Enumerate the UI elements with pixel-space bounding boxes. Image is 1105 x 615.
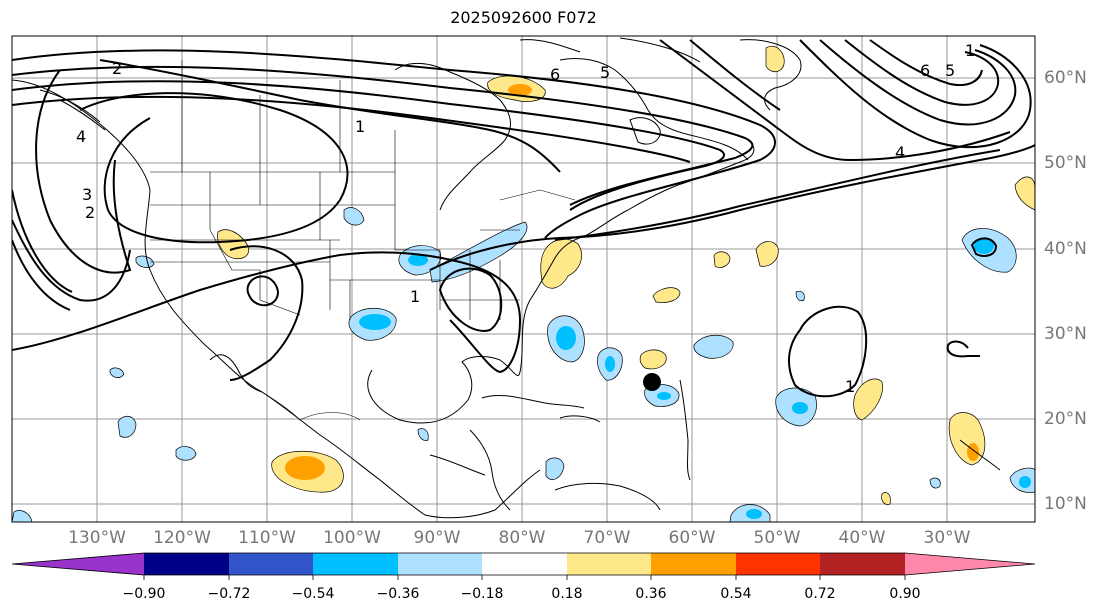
- colorbar-extend-high: [905, 553, 1035, 575]
- lat-label: 50°N: [1044, 153, 1087, 173]
- colorbar-tick-label: −0.90: [122, 586, 166, 602]
- colorbar-tick-label: −0.54: [291, 586, 335, 602]
- contour-label: 6: [550, 65, 560, 84]
- colorbar-tick-label: −0.72: [207, 586, 251, 602]
- map-title: 2025092600 F072: [450, 8, 597, 27]
- lon-label: 80°W: [498, 528, 546, 548]
- colorbar-tick-label: −0.18: [460, 586, 504, 602]
- lon-label: 130°W: [68, 528, 126, 548]
- contour-label: 1: [965, 41, 975, 60]
- contour-label: 1: [845, 377, 855, 396]
- lon-label: 110°W: [238, 528, 296, 548]
- colorbar: [11, 552, 1036, 580]
- colorbar-tick-label: 0.90: [889, 586, 921, 602]
- contour-label: 4: [895, 143, 905, 162]
- colorbar-tick-label: 0.72: [804, 586, 836, 602]
- political-borders: [150, 60, 576, 421]
- colorbar-tick-label: 0.54: [720, 586, 752, 602]
- shaded-anomalies: [12, 45, 1035, 522]
- contours: [12, 39, 1035, 398]
- lon-label: 40°W: [838, 528, 886, 548]
- contour-label: 4: [76, 127, 86, 146]
- contour-label: 2: [112, 59, 122, 78]
- lon-label: 70°W: [583, 528, 631, 548]
- map-frame: [11, 35, 1036, 523]
- contour-label: 6: [920, 61, 930, 80]
- colorbar-tick-label: 0.36: [635, 586, 667, 602]
- contour-label: 2: [85, 203, 95, 222]
- gridlines: [12, 36, 1035, 522]
- contour-labels: 6 5 4 6 5 3 2 1 1 1 1 2 4: [76, 41, 975, 396]
- lat-label: 60°N: [1044, 68, 1087, 88]
- lat-label: 10°N: [1044, 494, 1087, 514]
- lon-label: 30°W: [923, 528, 971, 548]
- lon-label: 60°W: [668, 528, 716, 548]
- lon-label: 90°W: [413, 528, 461, 548]
- lon-label: 100°W: [323, 528, 381, 548]
- colorbar-tick-label: −0.36: [376, 586, 420, 602]
- lat-label: 30°N: [1044, 324, 1087, 344]
- contour-label: 5: [600, 63, 610, 82]
- contour-label: 3: [82, 185, 92, 204]
- colorbar-extend-low: [12, 553, 144, 575]
- contour-label: 1: [410, 287, 420, 306]
- lat-label: 20°N: [1044, 409, 1087, 429]
- lon-label: 50°W: [753, 528, 801, 548]
- colorbar-tick-label: 0.18: [551, 586, 583, 602]
- lat-label: 40°N: [1044, 239, 1087, 259]
- contour-label: 5: [945, 61, 955, 80]
- coastlines: [12, 37, 1001, 519]
- map-background: [12, 36, 1035, 522]
- lon-label: 120°W: [153, 528, 211, 548]
- storm-center-marker: [643, 373, 661, 391]
- contour-label: 1: [355, 117, 365, 136]
